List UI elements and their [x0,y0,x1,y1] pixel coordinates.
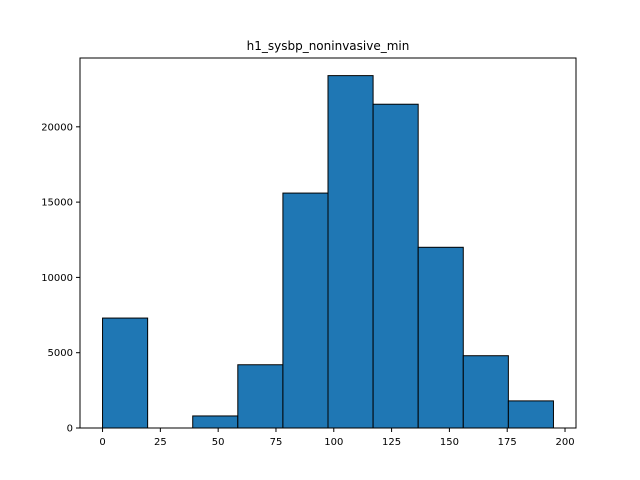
histogram-bar [417,246,464,429]
plot-frame [79,57,577,429]
x-tick-label: 175 [498,437,517,448]
y-tick-label: 0 [67,424,73,435]
x-tick-label: 25 [154,437,167,448]
x-tick-label: 150 [440,437,459,448]
x-axis-ticks: 0 25 50 75 100 125 150 175 200 [99,428,575,448]
y-tick-label: 5000 [48,348,73,359]
histogram-bar [327,75,374,429]
histogram-bar [462,355,509,429]
bars-group [102,75,554,429]
x-tick-label: 75 [270,437,283,448]
histogram-bar [192,415,239,429]
x-tick-label: 125 [382,437,401,448]
histogram-bar [507,400,554,429]
y-tick-label: 20000 [41,122,73,133]
y-tick-label: 15000 [41,198,73,209]
x-tick-label: 200 [555,437,574,448]
x-tick-label: 50 [212,437,225,448]
x-tick-label: 100 [324,437,343,448]
histogram-bar [282,192,329,429]
chart-title: h1_sysbp_noninvasive_min [247,39,410,53]
histogram-bar [237,364,284,429]
histogram-bar [102,317,149,429]
y-tick-label: 10000 [41,273,73,284]
y-axis-ticks: 0 5000 10000 15000 20000 [41,122,80,435]
x-tick-label: 0 [99,437,105,448]
histogram-bar [372,103,419,429]
